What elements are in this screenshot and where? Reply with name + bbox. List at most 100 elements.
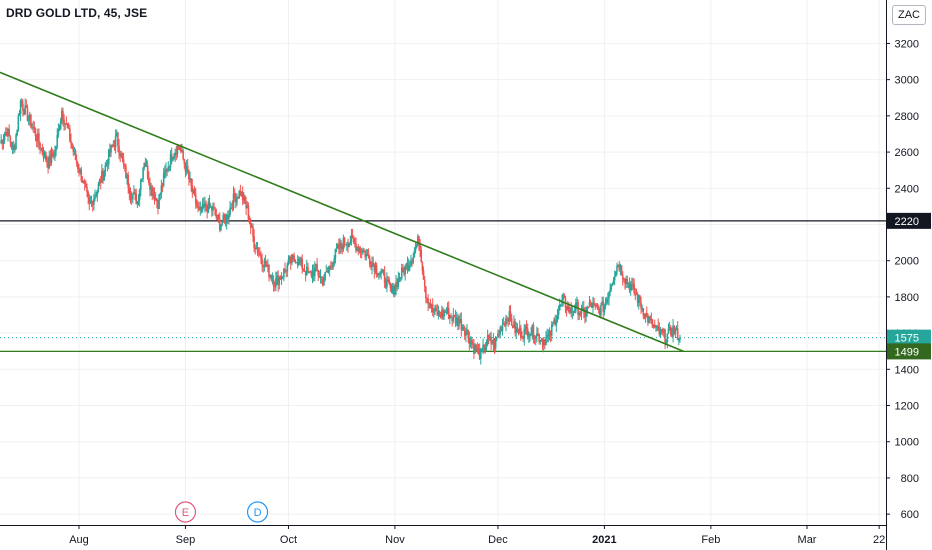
candle-body [22, 103, 24, 111]
candle-body [568, 305, 570, 313]
candle-body [112, 145, 115, 147]
symbol-title[interactable]: DRD GOLD LTD, 45, JSE [6, 6, 148, 20]
candle-body [14, 148, 16, 151]
earnings-marker[interactable] [174, 501, 197, 523]
trendline-layer[interactable] [0, 71, 684, 352]
candlesticks [0, 98, 681, 365]
candle-body [613, 276, 616, 281]
candle-body [637, 295, 640, 303]
candle-body [506, 318, 508, 321]
candle-body [399, 277, 402, 279]
candle-body [318, 275, 321, 278]
candle-body [253, 236, 255, 248]
last-price-tag-label: 1575 [895, 333, 919, 345]
candle-body [434, 307, 436, 312]
candle-body [525, 326, 528, 329]
candle-body [223, 214, 226, 218]
candle-body [524, 326, 527, 329]
candle-body [264, 260, 267, 267]
candle-body [383, 272, 386, 284]
dividend-marker[interactable] [246, 501, 269, 523]
candle-body [359, 248, 362, 252]
candle-body [451, 317, 453, 321]
candle-body [315, 263, 317, 268]
candle-body [584, 311, 586, 317]
candle-body [429, 303, 432, 308]
candle-body [232, 193, 235, 209]
candle-body [89, 202, 92, 204]
candle-body [67, 128, 70, 130]
candle-body [466, 330, 468, 332]
candle-body [454, 316, 457, 324]
candle-body [44, 152, 47, 160]
candle-body [421, 262, 424, 271]
candle-body [170, 153, 173, 161]
candle-body [46, 159, 48, 163]
candle-body [507, 320, 510, 322]
candle-body [363, 250, 365, 252]
candle-body [499, 327, 502, 334]
candle-body [513, 321, 515, 328]
candle-body [261, 259, 263, 266]
candle-body [576, 302, 578, 304]
candle-body [587, 306, 590, 308]
candle-body [111, 144, 113, 147]
candle-body [500, 327, 503, 332]
candle-body [222, 214, 225, 223]
candle-body [459, 318, 461, 323]
resistance-tag [887, 212, 931, 229]
candle-body [310, 271, 313, 277]
candle-body [119, 153, 121, 157]
candle-body [150, 186, 152, 190]
candle-body [455, 317, 458, 324]
candle-body [129, 193, 132, 198]
candle-body [297, 258, 300, 265]
candle-body [518, 327, 521, 333]
candle-body [558, 304, 561, 311]
candle-body [655, 326, 657, 328]
candle-body [569, 307, 571, 313]
candle-body [546, 335, 548, 338]
candle-body [450, 315, 452, 318]
candle-body [17, 116, 20, 131]
candle-body [441, 310, 443, 318]
candle-body [229, 207, 231, 216]
candle-body [233, 193, 236, 198]
candle-body [358, 248, 361, 252]
candle-body [661, 331, 664, 333]
candle-body [481, 348, 483, 350]
candle-body [262, 265, 265, 267]
currency-button[interactable]: ZAC [892, 5, 926, 25]
candle-body [218, 219, 221, 231]
candle-body [390, 287, 393, 293]
candle-body [628, 283, 631, 291]
candle-body [612, 280, 615, 284]
candle-body [197, 206, 199, 208]
candle-body [388, 279, 390, 285]
candle-body [516, 327, 519, 329]
candle-body [607, 298, 609, 300]
candle-body [374, 265, 377, 272]
candle-body [30, 114, 32, 128]
candle-body [667, 328, 670, 334]
candle-body [368, 257, 371, 265]
candle-body [588, 301, 591, 308]
candle-body [16, 130, 18, 136]
descending-trendline[interactable] [0, 71, 684, 352]
candle-body [439, 315, 442, 318]
candle-body [570, 307, 573, 313]
candle-body [642, 307, 645, 316]
candle-body [230, 207, 233, 209]
candle-body [648, 316, 650, 323]
candle-body [269, 275, 271, 277]
support-tag-label: 1499 [895, 346, 919, 358]
candle-body [370, 264, 372, 268]
candle-body [55, 146, 57, 151]
candle-body [624, 280, 626, 284]
candle-body [447, 307, 450, 319]
candle-body [618, 264, 621, 271]
x-tick-label: Nov [385, 534, 405, 546]
